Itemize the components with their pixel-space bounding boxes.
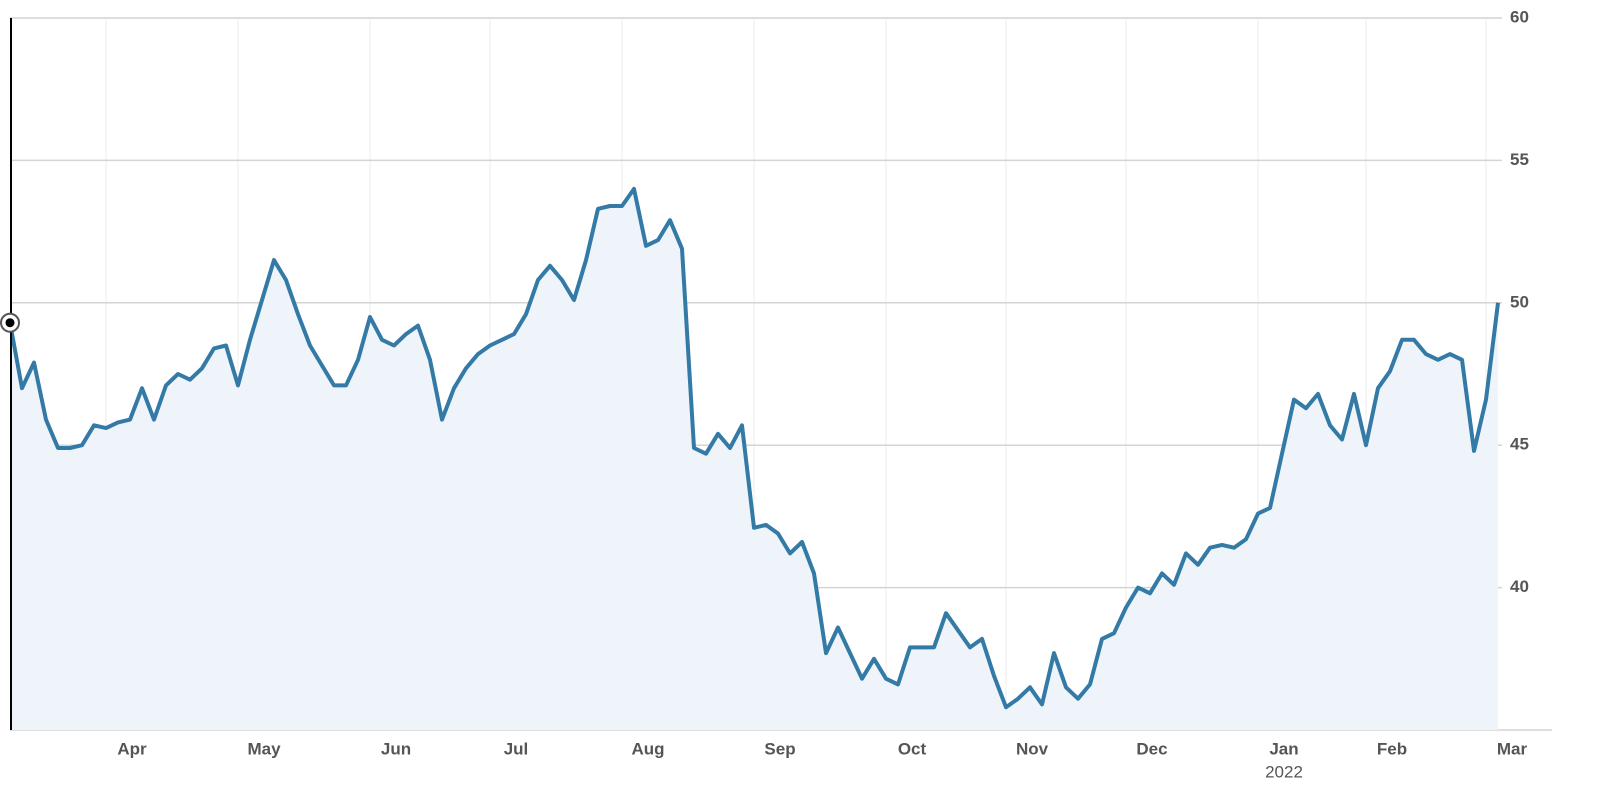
- area: [10, 188, 1498, 730]
- x-tick-label: Jan: [1269, 739, 1298, 758]
- x-tick-label: Jun: [381, 739, 411, 758]
- x-tick-label: Nov: [1016, 739, 1049, 758]
- y-tick-label: 55: [1510, 150, 1529, 169]
- x-tick-label: May: [247, 739, 281, 758]
- hover-point-dot: [5, 318, 15, 328]
- x-tick-label: Apr: [117, 739, 147, 758]
- line: [8, 186, 1500, 710]
- year-label: 2022: [1265, 762, 1303, 781]
- y-tick-label: 40: [1510, 577, 1529, 596]
- x-tick-label: Oct: [898, 739, 927, 758]
- x-tick-label: Mar: [1497, 739, 1528, 758]
- x-tick-label: Aug: [631, 739, 664, 758]
- y-tick-label: 45: [1510, 435, 1529, 454]
- x-tick-label: Jul: [504, 739, 529, 758]
- y-tick-label: 60: [1510, 7, 1529, 26]
- y-tick-label: 50: [1510, 292, 1529, 311]
- x-tick-label: Dec: [1136, 739, 1167, 758]
- x-tick-label: Sep: [764, 739, 795, 758]
- x-tick-label: Feb: [1377, 739, 1407, 758]
